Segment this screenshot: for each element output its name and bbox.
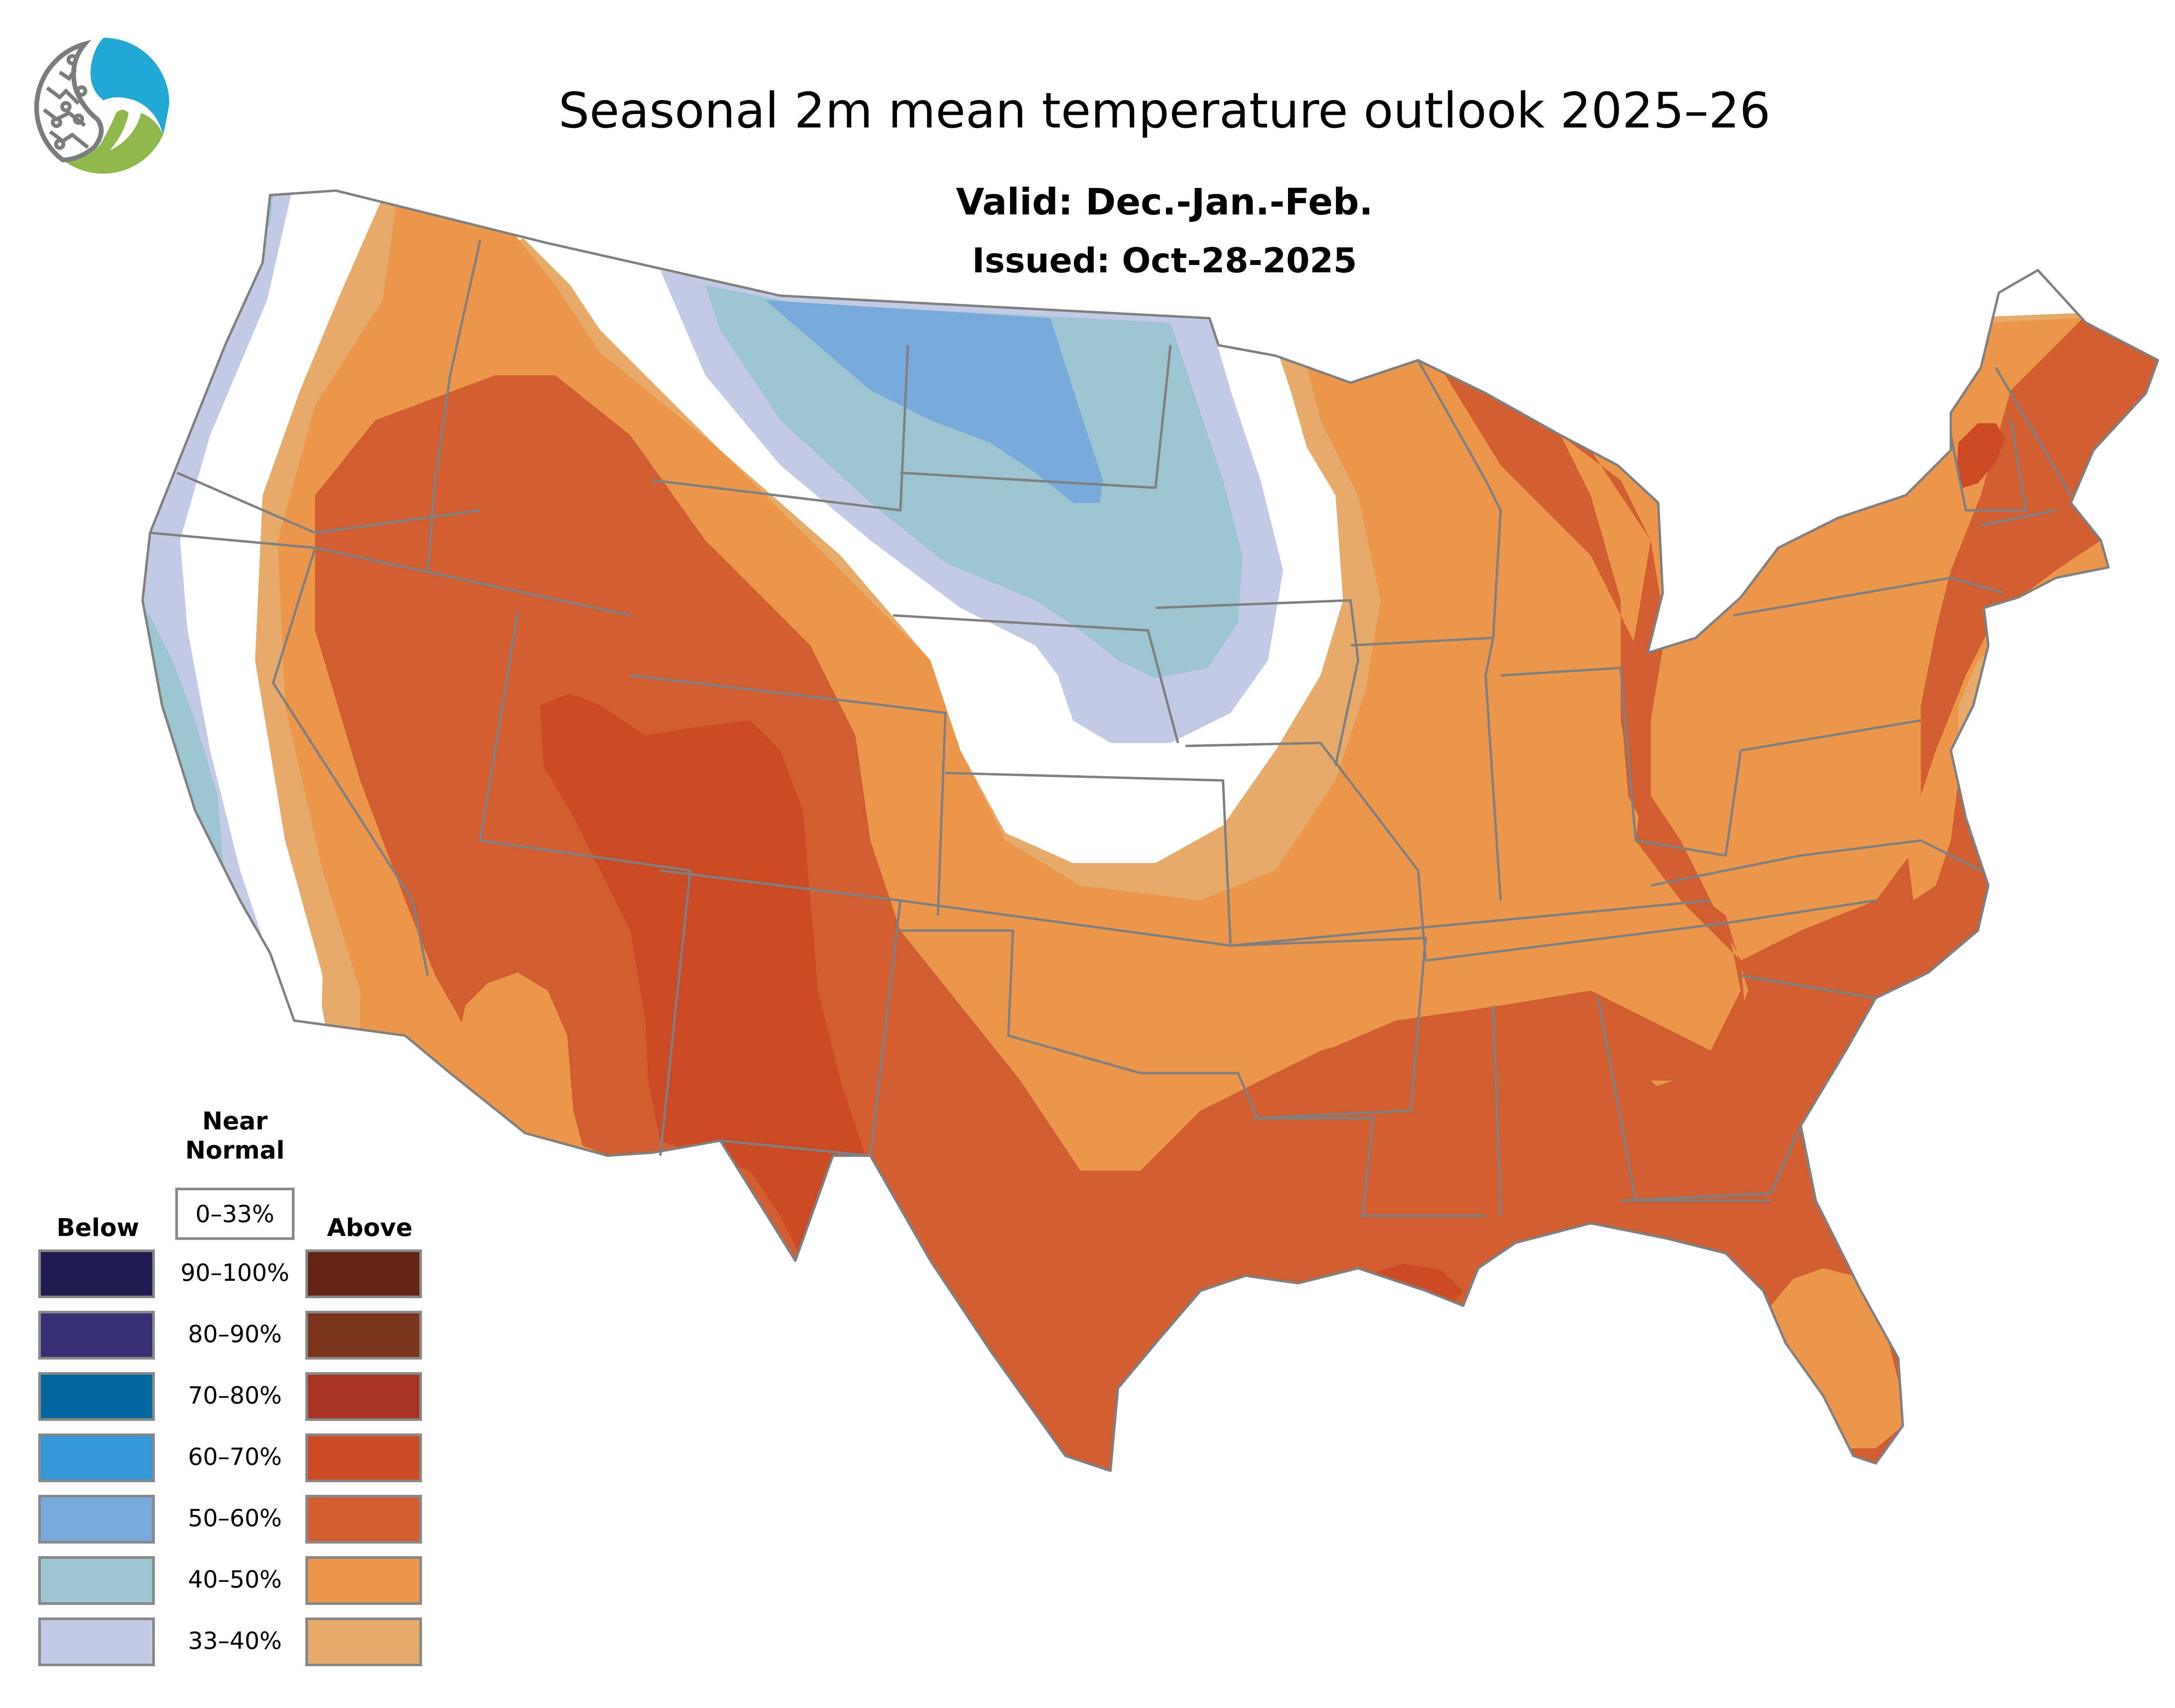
legend-above-swatch <box>305 1372 422 1421</box>
legend-above-swatch <box>305 1618 422 1666</box>
legend-range-label: 80–90% <box>188 1320 282 1348</box>
legend-near-normal-swatch: 0–33% <box>175 1188 294 1240</box>
border-sd-ne <box>893 614 1179 743</box>
border-az-nm <box>660 869 1711 947</box>
zone-above-40-50-arizona <box>458 972 586 1156</box>
border-nm-tx <box>720 900 902 1157</box>
border-sc-ga-fl <box>1620 1125 1802 1202</box>
border-pa-ny <box>1733 576 2004 752</box>
legend-range-label: 40–50% <box>188 1566 282 1593</box>
border-ia-mo <box>1185 741 1427 961</box>
border-id-mt <box>426 240 482 571</box>
zone-above-40-50-florida <box>1770 1268 1903 1449</box>
border-ok-tx <box>900 929 1259 1119</box>
border-or-ca-nv <box>150 531 631 617</box>
legend-above-swatch <box>305 1433 422 1482</box>
legend-above-swatch <box>305 1249 422 1298</box>
legend-below-swatch <box>38 1311 155 1360</box>
legend-below-swatch <box>38 1556 155 1605</box>
state-borders <box>143 191 2158 1471</box>
border-nd-sd <box>900 345 1172 489</box>
legend-range-label: 60–70% <box>188 1443 282 1470</box>
chart-title: Seasonal 2m mean temperature outlook 202… <box>558 83 1771 139</box>
border-ky-tn <box>1425 899 1876 962</box>
legend-near-normal-title-1: Near <box>202 1107 268 1135</box>
border-nv-ca <box>272 547 429 976</box>
issue-date: Issued: Oct-28-2025 <box>972 241 1357 281</box>
border-va-nc <box>1650 839 1981 887</box>
border-ar-la-ms <box>1253 1117 1486 1217</box>
legend-range-label: 90–100% <box>180 1259 290 1286</box>
organization-logo-icon <box>34 37 170 174</box>
border-in-oh <box>1500 666 1742 857</box>
border-mn-ia <box>1155 599 1359 766</box>
border-wi-il <box>1350 636 1502 901</box>
legend-above-swatch <box>305 1495 422 1544</box>
legend-below-swatch <box>38 1618 155 1666</box>
legend-near-normal-title-2: Normal <box>185 1136 285 1165</box>
legend-near-normal-range: 0–33% <box>195 1200 274 1228</box>
legend-range-label: 33–40% <box>188 1627 282 1654</box>
border-mo-ar <box>1230 937 1427 1119</box>
legend-below-swatch <box>38 1495 155 1544</box>
border-new-england <box>1949 367 2072 527</box>
legend-range-label: 50–60% <box>188 1504 282 1532</box>
legend-range-label: 70–80% <box>188 1382 282 1409</box>
border-ut <box>479 612 692 1156</box>
zone-above-60-70-four-corners <box>540 693 878 1276</box>
valid-period: Valid: Dec.-Jan.-Feb. <box>956 181 1373 223</box>
legend-above-swatch <box>305 1311 422 1360</box>
border-ks-ne <box>945 771 1232 946</box>
legend-above-title: Above <box>327 1214 413 1242</box>
legend-below-swatch <box>38 1372 155 1421</box>
border-mi <box>1417 359 1502 638</box>
legend-above-swatch <box>305 1556 422 1605</box>
legend-below-title: Below <box>56 1214 140 1242</box>
legend-below-swatch <box>38 1249 155 1298</box>
zone-below-50-60-plains <box>765 300 1103 503</box>
zone-above-60-70-vermont <box>1957 423 2005 488</box>
legend-below-swatch <box>38 1433 155 1482</box>
border-wy-co <box>630 674 947 916</box>
border-mt-wy <box>652 345 909 512</box>
zone-below-40-50-plains <box>705 285 1243 679</box>
border-wa-or <box>176 472 481 534</box>
